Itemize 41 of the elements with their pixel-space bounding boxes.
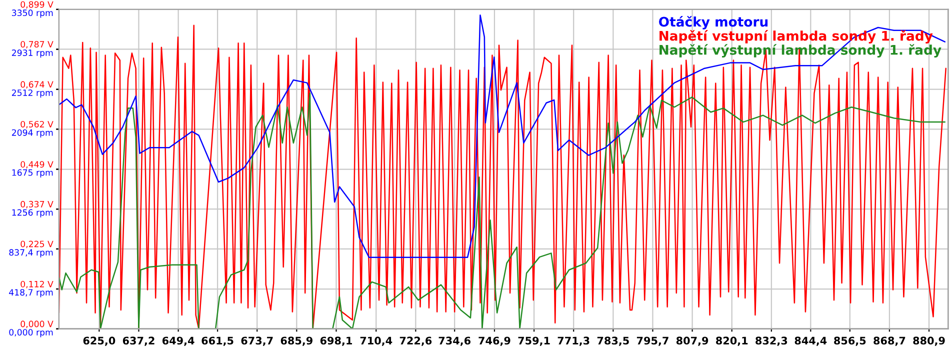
y2-tick-label: 418,7 rpm (9, 289, 53, 298)
x-tick-label: 734,6 (438, 336, 471, 346)
y-tick-label: 0,674 V (20, 81, 54, 89)
y2-tick-label: 837,4 rpm (9, 249, 53, 258)
x-tick-label: 637,2 (122, 336, 154, 346)
x-tick-label: 771,3 (558, 336, 590, 346)
x-tick-label: 844,4 (794, 336, 827, 346)
y-tick-label: 0,899 V (20, 1, 54, 9)
y2-tick-label: 1256 rpm (12, 209, 53, 218)
y-tick-label: 0,000 V (20, 320, 54, 328)
x-tick-label: 661,5 (202, 336, 234, 346)
x-tick-label: 649,4 (162, 336, 194, 346)
y2-tick-label: 2931 rpm (12, 50, 53, 58)
x-tick-label: 685,9 (280, 336, 312, 346)
x-tick-label: 868,7 (874, 336, 906, 346)
x-tick-label: 673,7 (241, 336, 273, 346)
x-tick-label: 880,9 (913, 336, 945, 346)
x-tick-label: 746,9 (478, 336, 510, 346)
y-tick-label: 0,225 V (20, 240, 54, 248)
x-tick-label: 722,6 (400, 336, 432, 346)
y2-tick-label: 0,000 rpm (9, 329, 53, 338)
y-tick-label: 0,449 V (20, 161, 54, 169)
x-tick-label: 820,1 (716, 336, 748, 346)
y2-tick-label: 3350 rpm (12, 10, 53, 18)
x-tick-label: 783,5 (597, 336, 629, 346)
x-tick-label: 710,4 (360, 336, 392, 346)
y2-tick-label: 1675 rpm (12, 169, 53, 178)
y-tick-label: 0,112 V (20, 280, 54, 288)
x-tick-label: 795,7 (636, 336, 668, 346)
x-tick-label: 832,3 (756, 336, 788, 346)
x-tick-label: 759,1 (518, 336, 550, 346)
y2-tick-label: 2094 rpm (12, 129, 53, 138)
y-tick-label: 0,787 V (20, 41, 54, 48)
x-tick-label: 698,1 (320, 336, 352, 346)
x-tick-label: 856,5 (834, 336, 866, 346)
y-tick-label: 0,562 V (20, 120, 54, 128)
x-tick-label: 807,9 (676, 336, 708, 346)
y2-tick-label: 2512 rpm (12, 89, 53, 98)
x-tick-label: 625,0 (83, 336, 116, 346)
y-tick-label: 0,337 V (20, 200, 54, 208)
text: Otáčky motoru (658, 16, 768, 30)
